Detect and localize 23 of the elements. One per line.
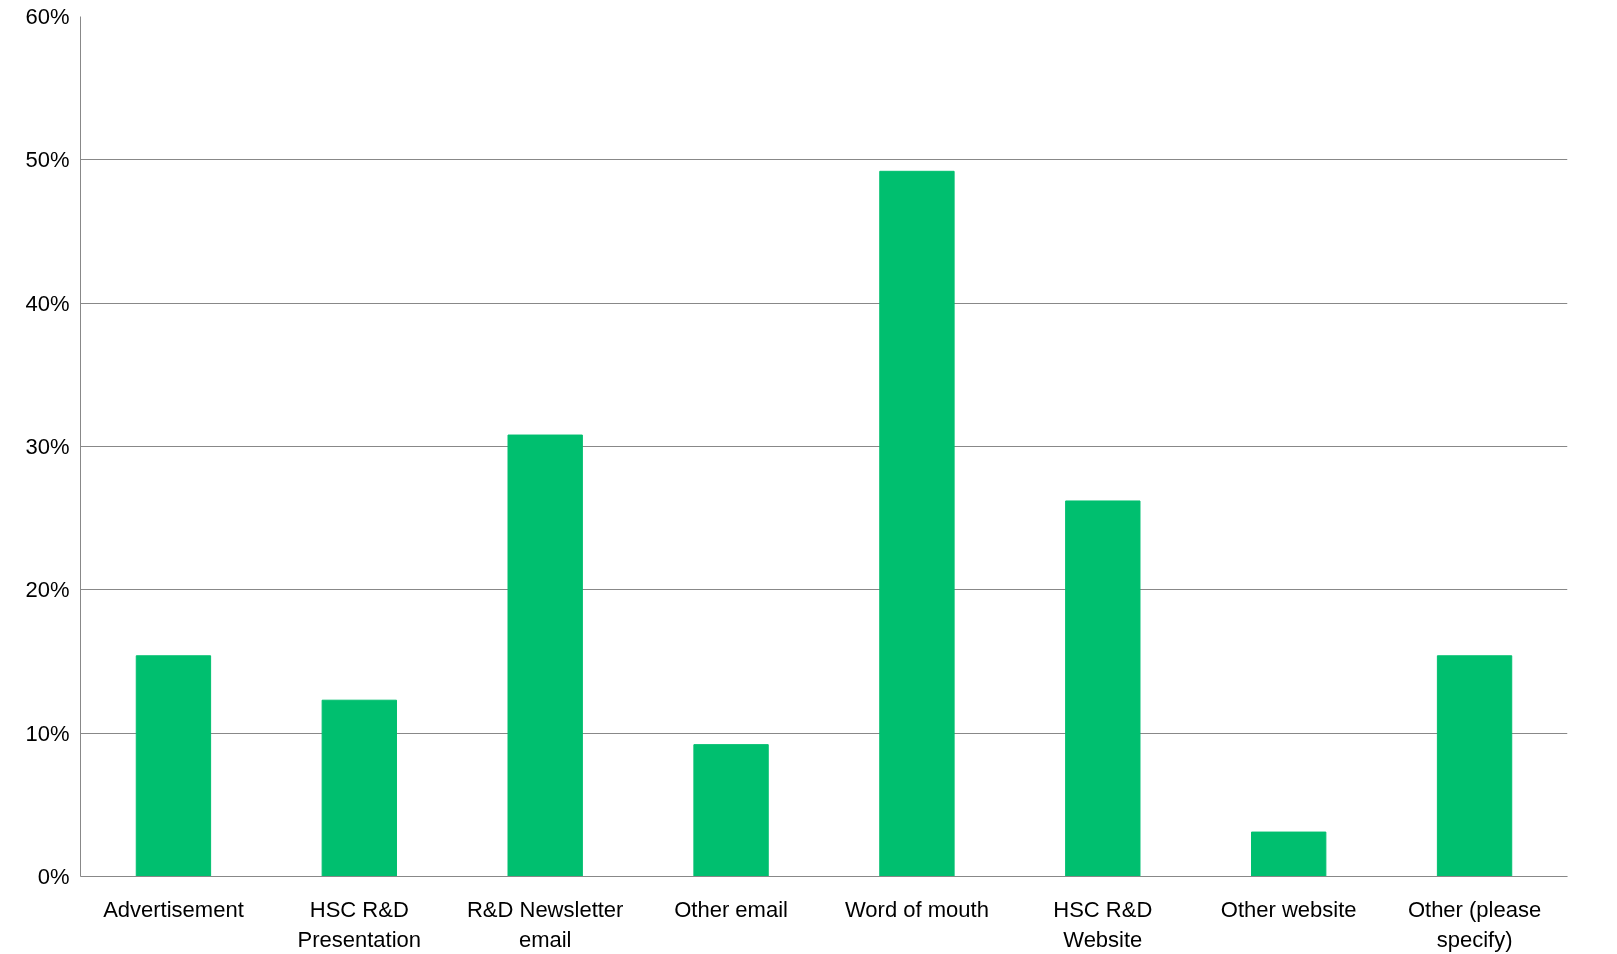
x-tick-label: Other email [674,896,788,922]
y-tick-label: 60% [25,4,70,29]
x-tick-label: HSC R&D Website [1053,896,1153,952]
x-tick-label: Other (please specify) [1407,896,1542,952]
y-tick-label: 20% [25,577,70,603]
x-tick-label: Advertisement [103,896,244,922]
bar [1436,655,1513,877]
x-tick-label: Word of mouth [845,896,989,922]
y-tick-label: 30% [25,434,70,459]
bar [321,699,397,877]
bar [879,170,955,877]
bar [693,744,769,877]
bar [135,655,212,877]
bar [1065,500,1141,877]
bar [507,434,583,877]
y-tick-label: 50% [25,147,70,173]
bar [1251,831,1327,877]
x-tick-label: Other website [1220,896,1357,922]
y-tick-label: 10% [25,720,70,746]
x-tick-label: R&D Newsletter email [466,896,624,952]
y-tick-label: 40% [25,290,70,316]
y-tick-label: 0% [37,864,70,889]
x-tick-label: HSC R&D Presentation [297,896,422,952]
